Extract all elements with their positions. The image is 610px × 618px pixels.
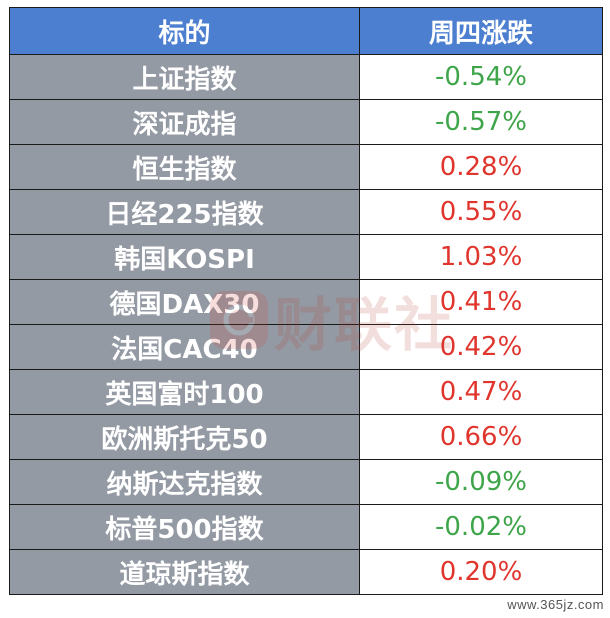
change-value: 1.03%: [359, 234, 603, 280]
table-row: 韩国KOSPI 1.03%: [9, 234, 603, 280]
index-name: 法国CAC40: [9, 324, 360, 370]
change-value: 0.55%: [359, 189, 603, 235]
table-row: 上证指数 -0.54%: [9, 54, 603, 100]
change-value: 0.47%: [359, 369, 603, 415]
change-value: -0.57%: [359, 99, 603, 145]
change-value: 0.28%: [359, 144, 603, 190]
table-row: 英国富时100 0.47%: [9, 369, 603, 415]
index-name: 恒生指数: [9, 144, 360, 190]
index-name: 英国富时100: [9, 369, 360, 415]
index-name: 道琼斯指数: [9, 549, 360, 595]
table-body: 上证指数 -0.54% 深证成指 -0.57% 恒生指数 0.28% 日经225…: [9, 54, 603, 595]
change-value: 0.20%: [359, 549, 603, 595]
table-row: 纳斯达克指数 -0.09%: [9, 459, 603, 505]
change-value: 0.41%: [359, 279, 603, 325]
market-change-table: 标的 周四涨跌 上证指数 -0.54% 深证成指 -0.57% 恒生指数 0.2…: [9, 7, 603, 595]
index-name: 韩国KOSPI: [9, 234, 360, 280]
table-row: 标普500指数 -0.02%: [9, 504, 603, 550]
change-value: -0.02%: [359, 504, 603, 550]
change-value: -0.54%: [359, 54, 603, 100]
index-name: 欧洲斯托克50: [9, 414, 360, 460]
table-row: 恒生指数 0.28%: [9, 144, 603, 190]
index-name: 纳斯达克指数: [9, 459, 360, 505]
table-row: 法国CAC40 0.42%: [9, 324, 603, 370]
header-thursday-change: 周四涨跌: [359, 7, 603, 55]
change-value: 0.42%: [359, 324, 603, 370]
table-row: 道琼斯指数 0.20%: [9, 549, 603, 595]
table-row: 日经225指数 0.55%: [9, 189, 603, 235]
index-name: 德国DAX30: [9, 279, 360, 325]
change-value: 0.66%: [359, 414, 603, 460]
header-row: 标的 周四涨跌: [9, 7, 603, 55]
index-name: 日经225指数: [9, 189, 360, 235]
index-name: 上证指数: [9, 54, 360, 100]
site-watermark: www.365jz.com: [507, 597, 604, 612]
header-target: 标的: [9, 7, 360, 55]
table-row: 深证成指 -0.57%: [9, 99, 603, 145]
change-value: -0.09%: [359, 459, 603, 505]
table-row: 欧洲斯托克50 0.66%: [9, 414, 603, 460]
index-name: 深证成指: [9, 99, 360, 145]
table-row: 德国DAX30 0.41%: [9, 279, 603, 325]
index-name: 标普500指数: [9, 504, 360, 550]
